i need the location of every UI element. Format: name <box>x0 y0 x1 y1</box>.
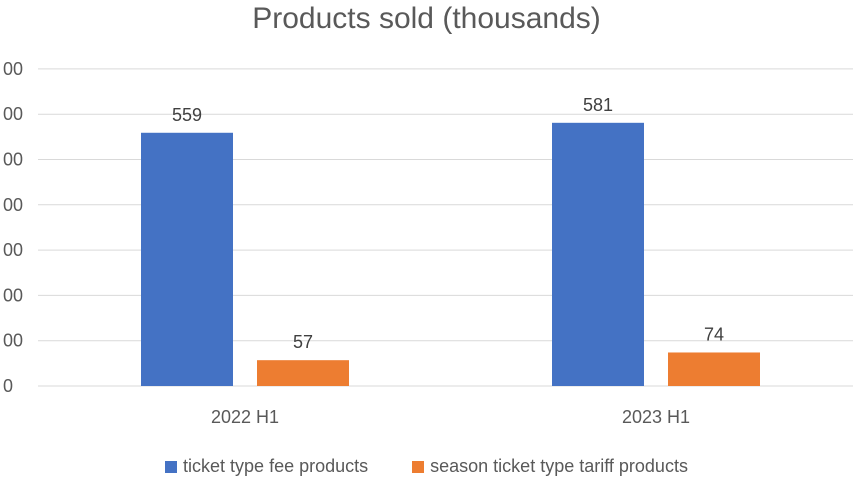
legend-swatch-season <box>412 460 425 473</box>
y-tick-label: 00 <box>3 240 23 260</box>
bar-fee-1 <box>552 122 644 386</box>
chart-title: Products sold (thousands) <box>252 2 601 35</box>
y-tick-label: 00 <box>3 59 23 79</box>
data-label: 74 <box>704 324 724 344</box>
legend-label-fee: ticket type fee products <box>183 456 369 476</box>
data-label: 581 <box>583 95 613 115</box>
bar-season-1 <box>668 352 760 386</box>
y-tick-label: 00 <box>3 150 23 170</box>
legend-item-fee: ticket type fee products <box>165 456 368 477</box>
data-label: 57 <box>293 332 313 352</box>
y-tick-label: 00 <box>3 195 23 215</box>
x-tick-label: 2023 H1 <box>622 407 690 427</box>
y-tick-label: 00 <box>3 285 23 305</box>
legend-swatch-fee <box>165 460 178 473</box>
legend-item-season: season ticket type tariff products <box>412 456 688 477</box>
y-tick-label: 0 <box>3 376 13 396</box>
data-label: 559 <box>172 105 202 125</box>
bar-fee-0 <box>141 132 233 386</box>
legend: ticket type fee products season ticket t… <box>0 456 853 477</box>
bar-season-0 <box>257 360 349 386</box>
y-tick-label: 00 <box>3 104 23 124</box>
y-tick-label: 00 <box>3 331 23 351</box>
x-tick-label: 2022 H1 <box>211 407 279 427</box>
legend-label-season: season ticket type tariff products <box>430 456 688 476</box>
